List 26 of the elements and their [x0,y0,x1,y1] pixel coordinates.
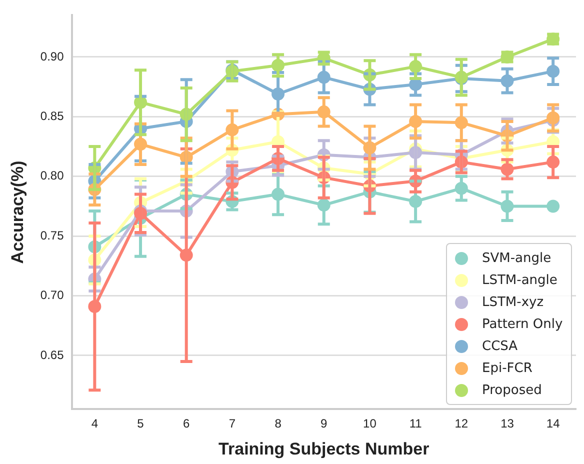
legend-label: SVM-angle [482,250,552,266]
x-axis-title: Training Subjects Number [218,439,430,458]
x-tick-label: 11 [409,416,422,431]
legend-label: Proposed [482,382,542,398]
x-tick-label: 4 [91,416,98,431]
x-tick-label: 7 [228,416,236,431]
x-tick-label: 10 [363,416,377,431]
x-tick-label: 9 [320,416,328,431]
x-tick-label: 13 [500,416,514,431]
x-tick-label: 6 [183,416,190,431]
y-tick-label: 0.80 [40,168,64,183]
y-tick-label: 0.75 [40,228,64,242]
x-tick-label: 14 [546,416,560,431]
x-tick-label: 5 [137,416,144,431]
legend-label: LSTM-xyz [482,294,544,310]
x-tick-label: 12 [454,416,468,431]
legend-label: LSTM-angle [482,272,558,288]
legend-label: CCSA [482,338,518,354]
legend-label: Pattern Only [482,316,563,332]
legend-label: Epi-FCR [482,360,532,376]
y-axis-title: Accuracy(%) [8,160,27,264]
y-tick-label: 0.70 [40,288,64,302]
y-tick-label: 0.90 [40,49,64,64]
y-tick-label: 0.85 [40,108,64,123]
y-tick-label: 0.65 [40,348,64,362]
x-tick-label: 8 [274,416,282,431]
